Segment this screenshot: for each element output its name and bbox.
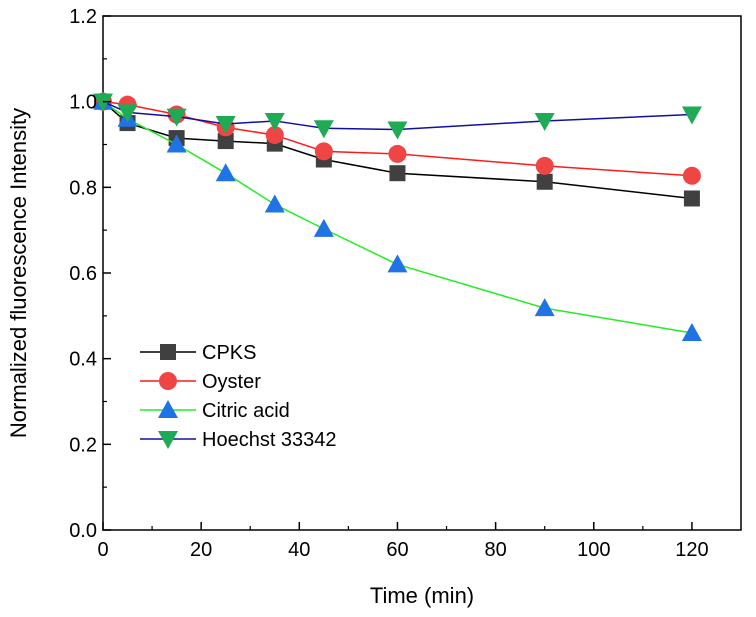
y-axis-title: Normalized fluorescence Intensity <box>6 108 31 438</box>
x-tick-label: 0 <box>97 539 108 561</box>
x-tick-label: 20 <box>190 539 212 561</box>
data-point <box>314 142 333 161</box>
data-point <box>264 112 285 131</box>
axes-layer: 0 20 40 60 80 100 120 0.0 0.2 0.4 0.6 0.8 1.0 1.2 <box>69 6 708 561</box>
data-point <box>683 190 700 207</box>
data-point <box>535 156 554 175</box>
data-point <box>217 133 234 150</box>
series-hoechst-33342 <box>93 93 702 140</box>
data-point <box>264 194 285 213</box>
data-point <box>681 106 702 125</box>
series-citric-acid <box>93 91 702 341</box>
y-tick-label: 0.2 <box>69 434 97 456</box>
data-point <box>681 322 702 341</box>
legend-marker <box>160 344 176 360</box>
legend-marker <box>158 431 178 449</box>
data-point <box>166 108 187 127</box>
legend-item: Oyster <box>140 371 261 393</box>
legend-marker <box>158 400 178 418</box>
x-tick-label: 60 <box>386 539 408 561</box>
data-point <box>93 93 113 112</box>
y-tick-label: 0.0 <box>69 520 97 542</box>
x-tick-label: 120 <box>675 539 708 561</box>
data-point <box>389 165 406 182</box>
data-point <box>215 115 236 134</box>
legend-item: Citric acid <box>140 400 290 422</box>
data-point <box>387 254 408 273</box>
y-tick-label: 0.8 <box>69 177 97 199</box>
data-point <box>534 298 555 317</box>
data-point <box>313 120 334 139</box>
legend-label: Hoechst 33342 <box>202 429 337 451</box>
legend-label: Citric acid <box>202 400 290 422</box>
data-point <box>215 163 236 182</box>
y-tick-label: 0.4 <box>69 349 97 371</box>
legend: CPKS Oyster Citric acid Hoechst 33342 <box>140 342 337 451</box>
series-layer <box>93 91 702 341</box>
data-point <box>388 144 407 163</box>
data-point <box>117 104 138 123</box>
plot-area <box>102 15 742 531</box>
x-tick-label: 80 <box>484 539 506 561</box>
data-point <box>166 134 187 153</box>
data-point <box>536 173 553 190</box>
legend-label: Oyster <box>202 371 261 393</box>
y-tick-label: 0.6 <box>69 263 97 285</box>
x-tick-label: 40 <box>288 539 310 561</box>
data-point <box>534 112 555 131</box>
x-axis-title: Time (min) <box>370 583 474 608</box>
legend-item: CPKS <box>140 342 256 364</box>
legend-item: Hoechst 33342 <box>140 429 337 451</box>
data-point <box>313 218 334 237</box>
data-point <box>265 126 284 145</box>
data-point <box>387 121 408 140</box>
legend-label: CPKS <box>202 342 256 364</box>
legend-marker <box>159 372 177 390</box>
y-tick-label: 1.2 <box>69 6 97 28</box>
data-point <box>682 166 701 185</box>
y-tick-label: 1.0 <box>69 92 97 114</box>
x-tick-label: 100 <box>577 539 610 561</box>
